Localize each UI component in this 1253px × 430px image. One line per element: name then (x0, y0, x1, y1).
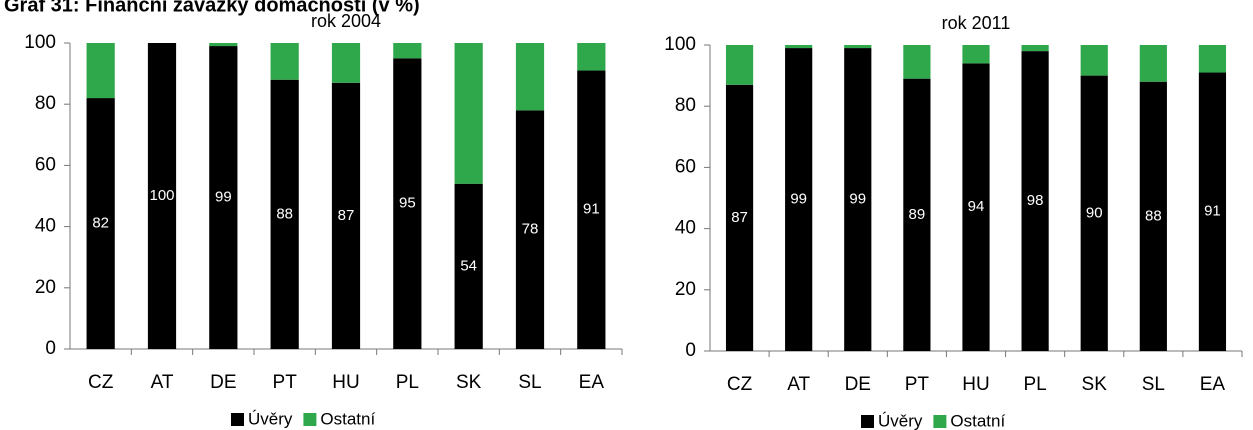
bar-segment (785, 45, 813, 49)
bar-segment (725, 84, 754, 351)
x-tick-label: DE (210, 372, 236, 393)
bar-segment (1021, 45, 1049, 52)
x-tick-label: HU (332, 372, 359, 393)
bar-segment (515, 43, 545, 111)
bar-segment (844, 48, 872, 352)
bar-segment (577, 43, 606, 71)
bar-segment (454, 43, 483, 184)
y-tick-label: 40 (35, 216, 56, 237)
y-tick-label: 0 (45, 338, 56, 359)
data-label: 91 (1204, 203, 1221, 220)
y-tick-label: 20 (675, 279, 696, 300)
bar-segment (393, 43, 422, 59)
bar-segment (86, 98, 115, 349)
x-tick-label: DE (845, 374, 871, 395)
data-label: 87 (338, 207, 355, 224)
legend-swatch (303, 413, 317, 426)
data-label: 89 (909, 206, 926, 223)
data-label: 99 (790, 190, 807, 207)
data-label: 82 (92, 215, 109, 232)
y-tick-label: 60 (35, 154, 56, 175)
x-tick-label: AT (787, 374, 810, 395)
y-tick-label: 60 (675, 156, 696, 177)
data-label: 98 (1027, 192, 1044, 209)
legend-label: Ostatní (320, 409, 375, 428)
legend-label: Úvěry (248, 409, 293, 428)
x-tick-label: PL (1023, 374, 1046, 395)
x-tick-label: SL (1142, 374, 1165, 395)
x-tick-label: CZ (727, 374, 753, 395)
bar-segment (331, 43, 361, 83)
bar-segment (1080, 45, 1108, 76)
bar-segment (454, 183, 483, 349)
data-label: 54 (460, 257, 477, 274)
x-tick-label: PT (905, 374, 930, 395)
data-label: 94 (968, 198, 985, 215)
data-label: 90 (1086, 204, 1103, 221)
y-tick-label: 80 (35, 93, 56, 114)
data-label: 95 (399, 195, 416, 212)
legend-swatch (933, 415, 947, 428)
bar-segment (270, 43, 299, 80)
bar-segment (962, 45, 990, 64)
data-label: 91 (583, 201, 600, 218)
legend-swatch (231, 413, 244, 426)
x-tick-label: CZ (88, 372, 114, 393)
legend-label: Úvěry (878, 411, 923, 430)
x-tick-label: SK (1082, 374, 1108, 395)
y-tick-label: 80 (675, 95, 696, 116)
bar-segment (1021, 51, 1049, 352)
bar-segment (844, 45, 872, 49)
bar-segment (1139, 81, 1167, 351)
data-label: 99 (849, 190, 866, 207)
bar-segment (209, 46, 238, 350)
data-label: 100 (149, 187, 174, 204)
bar-segment (270, 79, 299, 349)
chart-title: rok 2004 (311, 11, 381, 31)
bar-segment (962, 63, 990, 352)
bar-segment (209, 43, 238, 47)
x-tick-label: AT (151, 372, 174, 393)
x-tick-label: EA (1200, 374, 1226, 395)
bar-segment (393, 58, 422, 350)
legend-swatch (861, 415, 874, 428)
x-tick-label: HU (962, 374, 989, 395)
bar-segment (147, 43, 177, 349)
bar-segment (903, 78, 931, 351)
x-tick-label: SK (456, 372, 482, 393)
bar-segment (1198, 72, 1227, 351)
chart-title: rok 2011 (942, 13, 1011, 33)
bar-segment (86, 43, 115, 99)
x-tick-label: PT (273, 372, 298, 393)
bar-segment (785, 48, 813, 352)
data-label: 78 (522, 221, 539, 238)
y-tick-label: 0 (685, 340, 696, 361)
data-label: 88 (276, 205, 293, 222)
bar-segment (725, 45, 754, 85)
bar-segment (577, 70, 606, 349)
x-tick-label: SL (518, 372, 541, 393)
data-label: 87 (731, 209, 748, 226)
y-tick-label: 100 (24, 32, 56, 53)
bar-segment (903, 45, 931, 79)
legend-label: Ostatní (950, 411, 1005, 430)
bar-segment (515, 110, 545, 349)
data-label: 99 (215, 188, 232, 205)
bar-segment (1139, 45, 1167, 82)
x-tick-label: EA (579, 372, 605, 393)
x-tick-label: PL (396, 372, 419, 393)
y-tick-label: 40 (675, 218, 696, 239)
page-title: Graf 31: Finanční závazky domácností (v … (4, 0, 420, 16)
data-label: 88 (1145, 207, 1162, 224)
bar-segment (1080, 75, 1108, 351)
y-tick-label: 100 (664, 34, 696, 55)
bar-segment (331, 82, 361, 349)
bar-segment (1198, 45, 1227, 73)
y-tick-label: 20 (35, 277, 56, 298)
